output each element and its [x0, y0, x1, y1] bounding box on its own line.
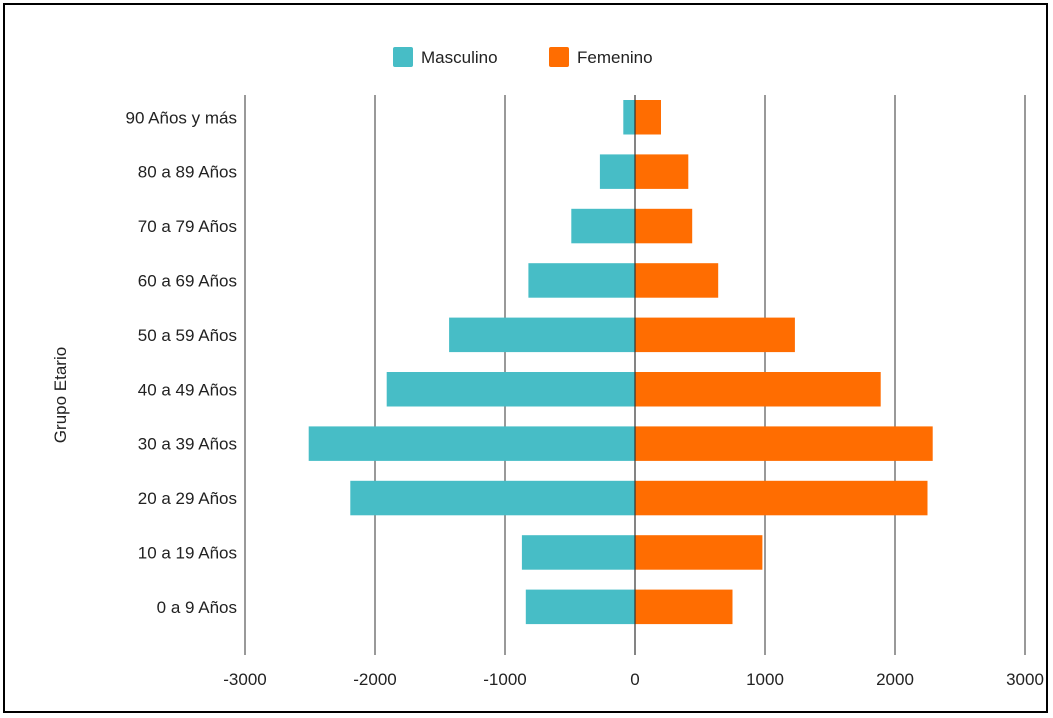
category-label: 10 a 19 Años	[138, 543, 237, 562]
population-pyramid-chart: Masculino Femenino 0 a 9 Años 10 a 19 Años…	[51, 47, 1044, 689]
bar-masculino	[350, 480, 635, 516]
category-labels: 0 a 9 Años 10 a 19 Años 20 a 29 Años 30 a 3…	[125, 108, 237, 617]
x-tick-label: 1000	[746, 670, 784, 689]
bar-masculino	[521, 535, 635, 570]
legend-swatch	[549, 47, 569, 67]
bar-femenino	[635, 317, 795, 353]
bar-masculino	[449, 317, 635, 353]
category-label: 60 a 69 Años	[138, 271, 237, 290]
bar-femenino	[635, 589, 733, 625]
category-label: 40 a 49 Años	[138, 380, 237, 399]
bar-femenino	[635, 372, 881, 407]
x-tick-label: -1000	[483, 670, 526, 689]
bar-masculino	[528, 263, 635, 298]
category-label: 50 a 59 Años	[138, 326, 237, 345]
legend-label: Masculino	[421, 48, 498, 67]
bar-femenino	[635, 426, 933, 461]
category-label: 70 a 79 Años	[138, 217, 237, 236]
bar-masculino	[386, 372, 635, 407]
x-tick-labels: -3000 -2000 -1000 0 1000 2000 3000	[223, 670, 1044, 689]
legend-label: Femenino	[577, 48, 653, 67]
category-label: 0 a 9 Años	[157, 598, 237, 617]
bar-femenino	[635, 535, 763, 570]
bar-masculino	[599, 154, 635, 189]
x-tick-label: -2000	[353, 670, 396, 689]
x-tick-label: 3000	[1006, 670, 1044, 689]
chart-frame: Masculino Femenino 0 a 9 Años 10 a 19 Años…	[3, 3, 1048, 713]
bar-femenino	[635, 208, 693, 244]
bar-masculino	[623, 100, 635, 135]
x-tick-label: -3000	[223, 670, 266, 689]
bar-femenino	[635, 154, 689, 189]
legend: Masculino Femenino	[393, 47, 653, 67]
y-axis-title: Grupo Etario	[51, 347, 70, 443]
category-label: 20 a 29 Años	[138, 489, 237, 508]
bar-masculino	[308, 426, 635, 461]
x-tick-label: 0	[630, 670, 639, 689]
bar-femenino	[635, 480, 928, 516]
bar-masculino	[525, 589, 635, 625]
legend-swatch	[393, 47, 413, 67]
category-label: 80 a 89 Años	[138, 163, 237, 182]
bar-masculino	[571, 208, 635, 244]
x-tick-label: 2000	[876, 670, 914, 689]
bar-femenino	[635, 100, 661, 135]
category-label: 30 a 39 Años	[138, 435, 237, 454]
bars	[308, 100, 933, 625]
category-label: 90 Años y más	[125, 108, 237, 127]
bar-femenino	[635, 263, 719, 298]
